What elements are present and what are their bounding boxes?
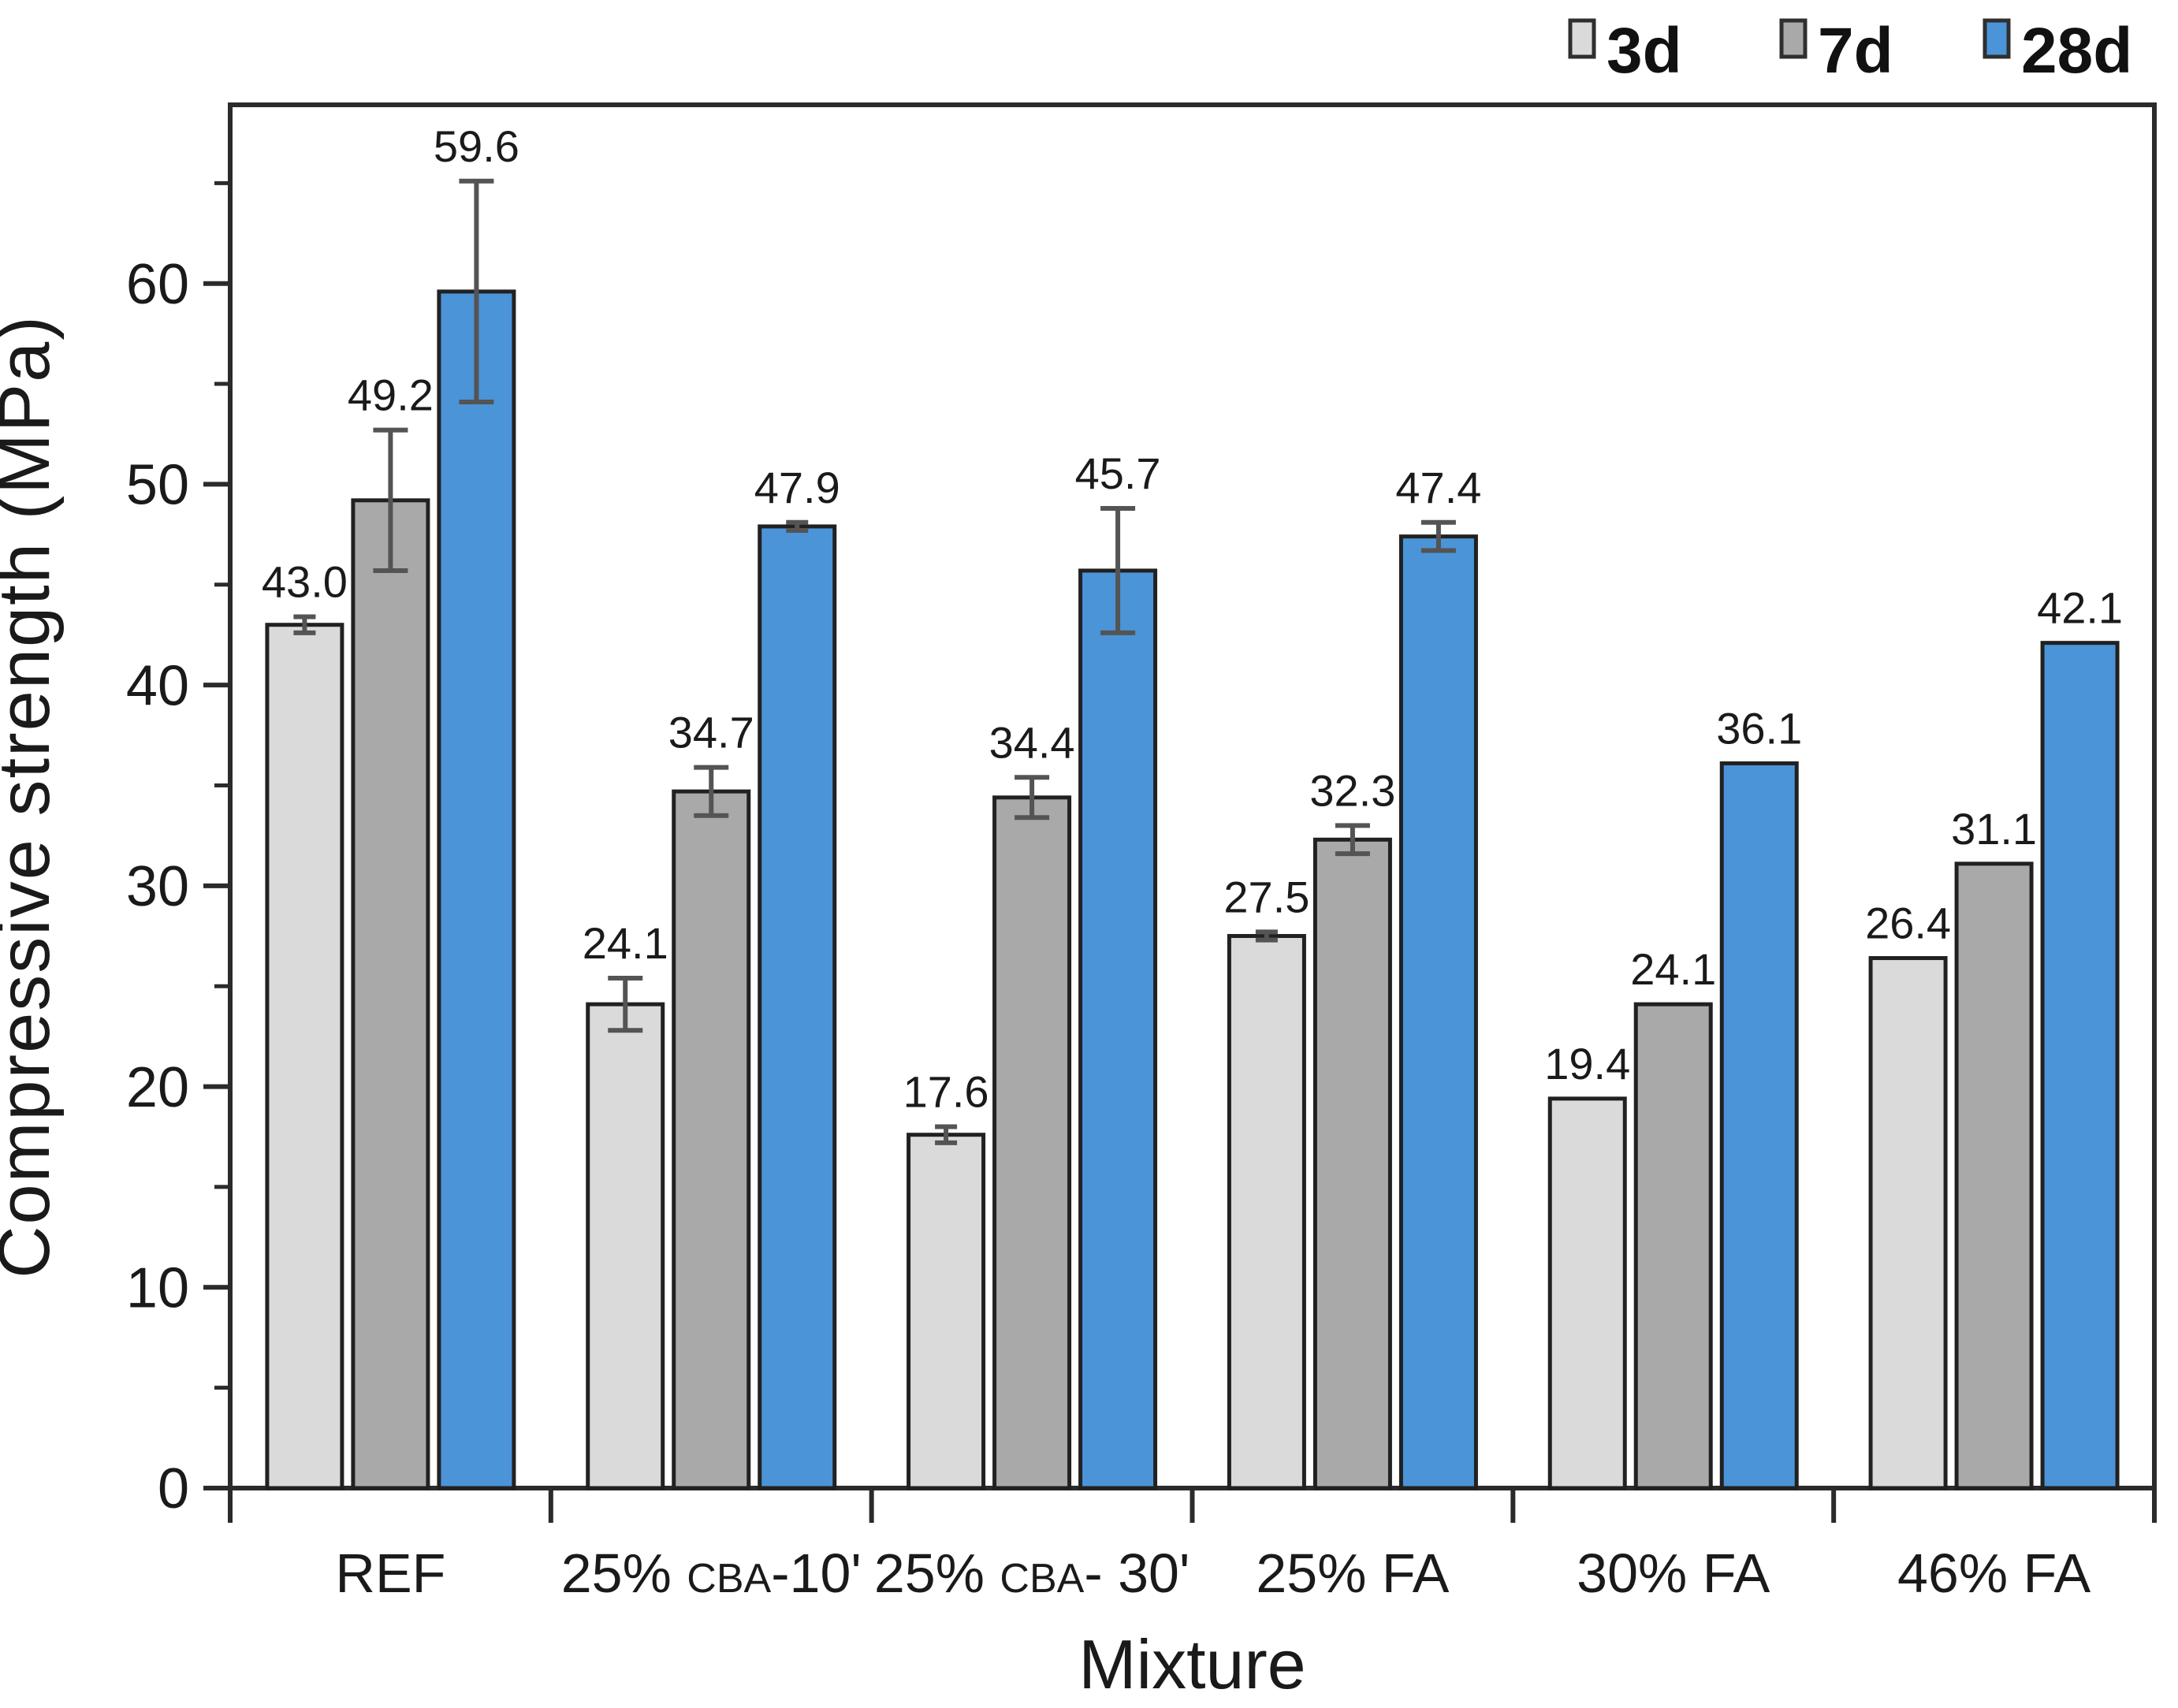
category-label-small-part: CBA — [687, 1556, 771, 1602]
y-tick-label-30: 30 — [126, 855, 189, 918]
bar-g5-3d — [1868, 956, 1948, 1490]
category-label-part: 25% — [561, 1542, 687, 1604]
value-label-g1-7d: 34.7 — [668, 708, 754, 757]
bar-g4-7d — [1633, 1002, 1713, 1490]
value-label-g5-3d: 26.4 — [1865, 899, 1951, 948]
bar-g4-3d — [1547, 1096, 1627, 1490]
value-label-g4-28d: 36.1 — [1716, 703, 1802, 753]
bar-g0-28d — [437, 289, 516, 1490]
x-category-label-g4: 30% FA — [1577, 1542, 1770, 1604]
bar-g3-28d — [1398, 534, 1478, 1490]
y-tick-label-60: 60 — [126, 253, 189, 316]
value-label-g0-28d: 59.6 — [434, 121, 519, 171]
category-label-part: - 30' — [1084, 1542, 1190, 1604]
category-label-part: 46% FA — [1897, 1542, 2091, 1604]
y-tick-label-10: 10 — [126, 1256, 189, 1319]
category-label-part: 30% FA — [1577, 1542, 1770, 1604]
legend-label-28d: 28d — [2021, 15, 2132, 87]
bar-g1-3d — [586, 1002, 665, 1490]
x-category-label-g2: 25% CBA- 30' — [874, 1542, 1190, 1604]
value-label-g3-28d: 47.4 — [1395, 463, 1481, 512]
bar-g2-28d — [1078, 568, 1158, 1490]
value-label-g0-7d: 49.2 — [348, 370, 434, 420]
bar-g2-7d — [992, 795, 1072, 1490]
legend-item-3d: 3d — [1568, 15, 1682, 87]
bar-g5-7d — [1954, 861, 2034, 1490]
legend-swatch-28d — [1983, 18, 2011, 59]
x-category-label-g1: 25% CBA-10' — [561, 1542, 862, 1604]
x-axis-title: Mixture — [1078, 1625, 1306, 1703]
bar-g0-3d — [265, 623, 344, 1490]
value-label-g4-3d: 19.4 — [1544, 1039, 1630, 1088]
legend-swatch-7d — [1779, 18, 1808, 59]
value-label-g1-28d: 47.9 — [754, 463, 840, 512]
category-label-part: REF — [335, 1542, 445, 1604]
bar-g2-3d — [907, 1133, 986, 1490]
x-category-label-g5: 46% FA — [1897, 1542, 2091, 1604]
x-category-label-g0: REF — [335, 1542, 445, 1604]
value-label-g2-28d: 45.7 — [1075, 448, 1161, 498]
y-tick-label-40: 40 — [126, 654, 189, 717]
x-category-label-g3: 25% FA — [1256, 1542, 1449, 1604]
legend-label-3d: 3d — [1607, 15, 1682, 87]
bar-g1-28d — [758, 524, 837, 1490]
legend-item-7d: 7d — [1779, 15, 1893, 87]
value-label-g3-7d: 32.3 — [1309, 765, 1395, 815]
bar-g5-28d — [2040, 641, 2120, 1490]
category-label-part: 25% — [874, 1542, 1000, 1604]
legend-swatch-3d — [1568, 18, 1596, 59]
bar-g0-7d — [351, 498, 430, 1490]
bar-g4-28d — [1719, 761, 1799, 1490]
value-label-g4-7d: 24.1 — [1630, 944, 1716, 994]
y-tick-label-50: 50 — [126, 454, 189, 517]
value-label-g0-3d: 43.0 — [262, 557, 348, 607]
category-label-part: 25% FA — [1256, 1542, 1449, 1604]
bar-g3-7d — [1312, 837, 1392, 1490]
y-tick-label-0: 0 — [158, 1457, 189, 1520]
value-label-g5-7d: 31.1 — [1951, 804, 2037, 854]
category-label-part: -10' — [771, 1542, 862, 1604]
legend-label-7d: 7d — [1818, 15, 1893, 87]
value-label-g2-3d: 17.6 — [903, 1067, 989, 1117]
value-label-g3-3d: 27.5 — [1223, 872, 1309, 921]
bar-g3-3d — [1227, 934, 1306, 1490]
y-tick-label-20: 20 — [126, 1056, 189, 1119]
value-label-g1-3d: 24.1 — [583, 918, 668, 968]
y-axis-title: Compressive strength (MPa) — [0, 314, 65, 1278]
bar-g1-7d — [672, 789, 751, 1490]
category-label-small-part: CBA — [1000, 1556, 1084, 1602]
value-label-g2-7d: 34.4 — [989, 717, 1075, 767]
value-label-g5-28d: 42.1 — [2037, 583, 2123, 633]
legend-item-28d: 28d — [1983, 15, 2132, 87]
plot-border — [228, 102, 2157, 1490]
